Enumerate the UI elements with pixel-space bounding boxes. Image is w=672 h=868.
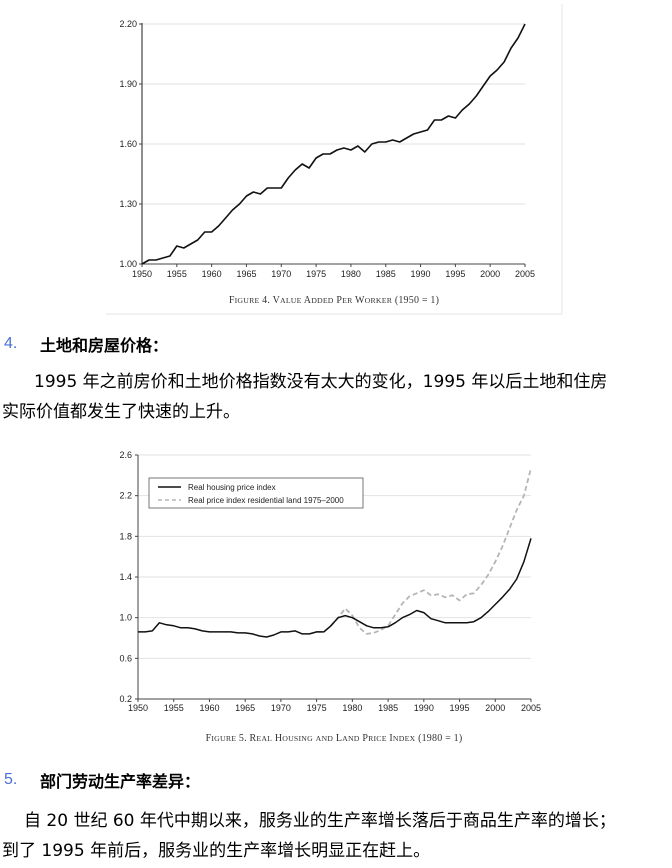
- x-tick-label: 2005: [515, 269, 535, 279]
- x-tick-label: 1990: [414, 703, 434, 713]
- series-line-land-price: [316, 467, 532, 635]
- y-tick-label: 0.2: [119, 694, 132, 704]
- section-4-title: 土地和房屋价格：: [40, 336, 169, 355]
- legend-label-housing: Real housing price index: [188, 483, 276, 492]
- y-tick-label: 2.6: [119, 450, 132, 460]
- x-tick-label: 1995: [445, 269, 465, 279]
- figure-caption: FIGURE 5. REAL HOUSING AND LAND PRICE IN…: [206, 733, 463, 744]
- x-tick-label: 1975: [307, 703, 327, 713]
- x-tick-label: 1955: [164, 703, 184, 713]
- x-tick-label: 1970: [271, 703, 291, 713]
- section-4-line-1: 1995 年之前房价和土地价格指数没有太大的变化，1995 年以后土地和住房: [34, 372, 608, 392]
- x-tick-label: 2000: [480, 269, 500, 279]
- section-4-paragraph: 1995 年之前房价和土地价格指数没有太大的变化，1995 年以后土地和住房 实…: [0, 367, 672, 427]
- section-4-number: 4.: [4, 335, 18, 352]
- x-tick-label: 1975: [306, 269, 326, 279]
- figure-5-chart: 0.2 0.6 1.0 1.4 1.8 2.2 2.6 1950 1955 1960 1965 197…: [119, 450, 541, 744]
- y-tick-label: 1.90: [119, 79, 137, 89]
- chart-legend: Real housing price index Real price index…: [148, 477, 364, 509]
- y-tick-label: 0.6: [119, 653, 132, 663]
- figure-5: 0.2 0.6 1.0 1.4 1.8 2.2 2.6 1950 1955 1960 1965 197…: [0, 440, 672, 750]
- x-tick-label: 1980: [342, 703, 362, 713]
- x-tick-label: 1960: [202, 269, 222, 279]
- y-tick-label: 1.4: [119, 572, 132, 582]
- x-tick-label: 1980: [341, 269, 361, 279]
- x-tick-label: 2000: [485, 703, 505, 713]
- legend-label-land: Real price index residential land 1975–2…: [188, 496, 344, 505]
- section-5-title: 部门劳动生产率差异：: [40, 772, 201, 791]
- y-tick-label: 2.2: [119, 491, 132, 501]
- x-tick-label: 1985: [376, 269, 396, 279]
- x-tick-label: 1965: [236, 269, 256, 279]
- x-tick-label: 1990: [411, 269, 431, 279]
- y-tick-label: 1.60: [119, 139, 137, 149]
- x-tick-label: 1950: [132, 269, 152, 279]
- y-tick-label: 1.00: [119, 259, 137, 269]
- x-tick-label: 1995: [450, 703, 470, 713]
- x-tick-label: 2005: [521, 703, 541, 713]
- x-tick-label: 1970: [271, 269, 291, 279]
- x-tick-label: 1950: [128, 703, 148, 713]
- figure-caption: FIGURE 4. VALUE ADDED PER WORKER (1950 =…: [229, 295, 439, 306]
- series-line-value-added: [141, 23, 526, 265]
- y-tick-label: 1.30: [119, 199, 137, 209]
- section-4-heading: 4. 土地和房屋价格：: [0, 330, 168, 358]
- figure-4-chart: 1.00 1.30 1.60 1.90 2.20 1950 1955 1960 1965 1970…: [106, 4, 563, 315]
- section-4-line-2: 实际价值都发生了快速的上升。: [2, 402, 240, 422]
- section-5-heading: 5. 部门劳动生产率差异：: [0, 766, 200, 794]
- x-tick-label: 1960: [199, 703, 219, 713]
- figure-4: 1.00 1.30 1.60 1.90 2.20 1950 1955 1960 1965 1970…: [0, 0, 672, 318]
- y-tick-label: 1.0: [119, 613, 132, 623]
- y-tick-label: 2.20: [119, 19, 137, 29]
- x-tick-label: 1965: [235, 703, 255, 713]
- section-5-line-2: 到了 1995 年前后，服务业的生产率增长明显正在赶上。: [2, 841, 431, 861]
- x-tick-label: 1955: [167, 269, 187, 279]
- section-5-paragraph: 自 20 世纪 60 年代中期以来，服务业的生产率增长落后于商品生产率的增长； …: [0, 806, 672, 866]
- section-5-number: 5.: [4, 771, 18, 788]
- x-tick-label: 1985: [378, 703, 398, 713]
- series-line-housing-price: [138, 538, 532, 638]
- section-5-line-1: 自 20 世纪 60 年代中期以来，服务业的生产率增长落后于商品生产率的增长；: [24, 811, 616, 831]
- y-tick-label: 1.8: [119, 531, 132, 541]
